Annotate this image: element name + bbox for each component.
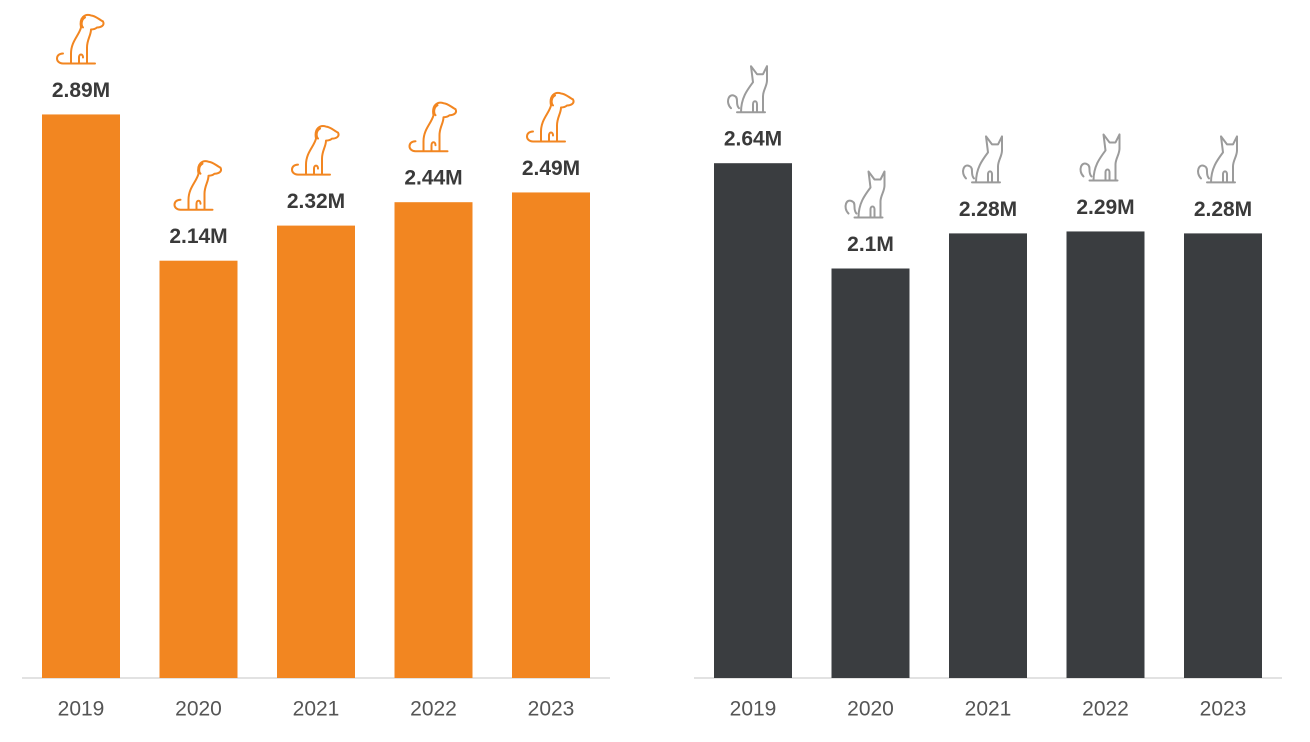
value-label: 2.44M [404,167,462,190]
icon-path [173,160,222,211]
icon-path [1197,135,1238,184]
x-tick-label: 2019 [730,698,777,721]
icon-path [962,135,1003,184]
value-label: 2.1M [847,233,894,256]
value-label: 2.32M [287,190,345,213]
bar [277,225,355,678]
icon-path [1079,133,1121,182]
cat-icon [1079,133,1121,182]
x-tick-label: 2021 [293,698,340,721]
icon-path [56,13,105,65]
x-tick-label: 2020 [175,698,222,721]
cat-icon [844,170,886,219]
icon-path [727,65,768,114]
icon-path [408,101,457,153]
x-tick-label: 2023 [1200,698,1247,721]
value-label: 2.64M [724,128,782,151]
x-tick-label: 2023 [528,698,575,721]
icon-path [844,170,886,219]
dog-icon [291,125,340,176]
x-tick-label: 2022 [1082,698,1129,721]
bar [1184,233,1262,678]
dog-icon [56,13,105,65]
x-tick-label: 2021 [965,698,1012,721]
cat-icon [1197,135,1238,184]
value-label: 2.28M [959,198,1017,221]
value-label: 2.49M [522,157,580,180]
dog-icon [526,91,575,143]
icon-path [291,125,340,176]
bar [512,192,590,678]
x-tick-label: 2019 [58,698,105,721]
bar [831,268,910,678]
bar [1066,231,1145,678]
dog-icon [408,101,457,153]
x-tick-label: 2022 [410,698,457,721]
bar [42,114,120,678]
cat-icon [727,65,768,114]
value-label: 2.89M [52,79,110,102]
dog-icon [173,160,222,211]
value-label: 2.14M [169,225,227,248]
cat-icon [962,135,1003,184]
icon-path [526,91,575,143]
bar [159,260,238,678]
bar [714,163,792,678]
bar [394,202,473,678]
value-label: 2.29M [1076,196,1134,219]
x-tick-label: 2020 [847,698,894,721]
value-label: 2.28M [1194,198,1252,221]
bar [949,233,1027,678]
